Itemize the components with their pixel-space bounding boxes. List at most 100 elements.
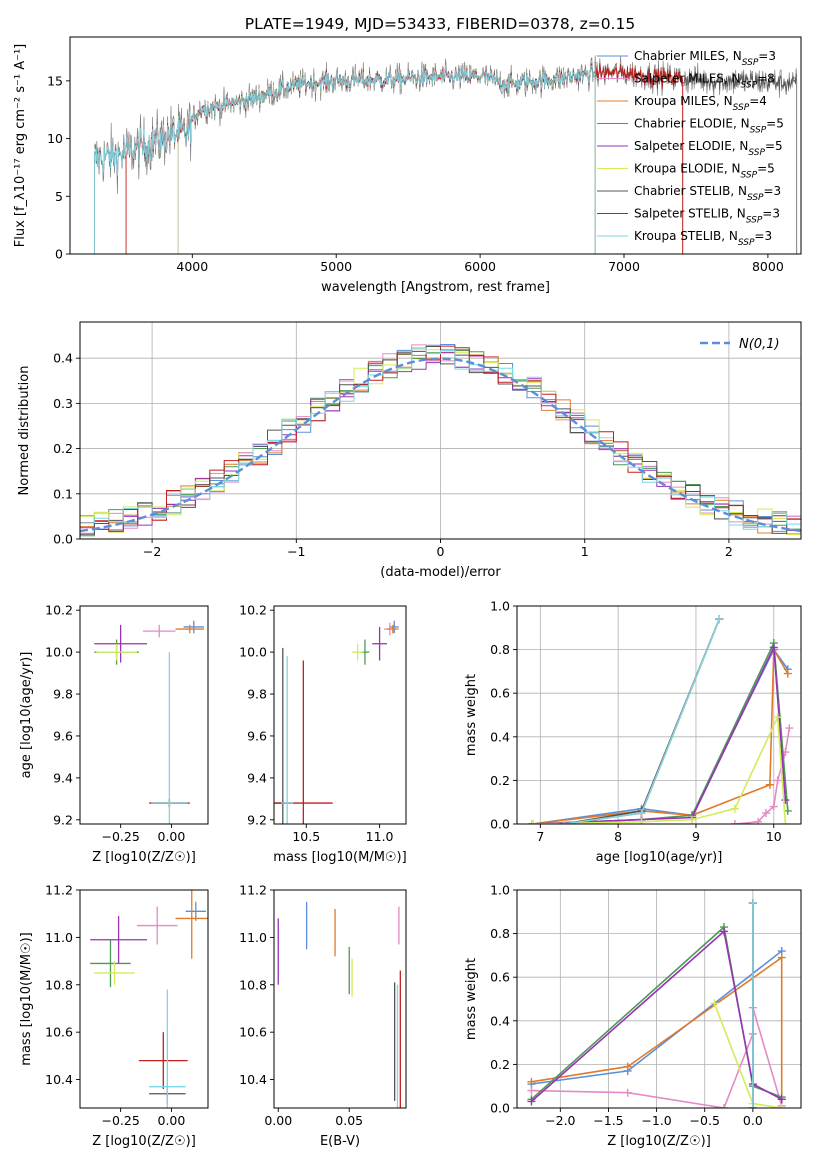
y-tick-label: 9.8 [247, 687, 267, 702]
x-axis-label: wavelength [Angstrom, rest frame] [321, 280, 550, 295]
y-tick-label: 9.2 [53, 812, 73, 827]
y-tick-label: 9.4 [247, 770, 267, 785]
legend-entry: Kroupa STELIB, NSSP=3 [634, 229, 772, 248]
data-point-marker [637, 809, 646, 818]
axes-frame [79, 605, 209, 825]
data-point-marker [783, 669, 792, 678]
errorbar-point [175, 624, 204, 634]
y-tick-label: 0 [55, 247, 63, 262]
data-point-marker [623, 1088, 632, 1097]
data-point-marker [773, 776, 782, 785]
errorbar-point [386, 624, 399, 634]
y-tick-label: 5 [55, 189, 63, 204]
x-tick-label: 11.0 [366, 829, 394, 844]
data-point-marker [527, 1077, 536, 1086]
spectrum-panel: 4000 5000 6000 7000 8000 0 5 10 15 wavelength [An… [13, 36, 802, 295]
y-tick-label: 11.0 [45, 930, 73, 945]
x-axis-label: age [log10(age/yr)] [596, 850, 723, 865]
subscript: SSP [738, 238, 755, 248]
subscript: SSP [733, 103, 750, 113]
y-tick-label: 0.4 [53, 351, 73, 366]
legend-entry: Salpeter MILES, NSSP=8 [634, 72, 775, 91]
errorbar-point [138, 1032, 188, 1090]
x-axis-label: E(B-V) [320, 1134, 360, 1149]
x-axis-label: Z [log10(Z/Z☉)] [607, 1134, 711, 1149]
y-tick-label: 0.1 [53, 486, 73, 501]
x-tick-label: 10.5 [292, 829, 320, 844]
data-point-marker [637, 817, 646, 824]
subscript: SSP [746, 216, 763, 226]
errorbar-point [90, 939, 131, 988]
data-point-marker [785, 724, 794, 733]
errorbar-point [96, 643, 137, 661]
axes-frame [69, 36, 802, 255]
errorbar-point [281, 656, 294, 824]
x-axis-label: (data-model)/error [380, 565, 501, 580]
x-tick-label: 8 [614, 829, 622, 844]
y-tick-label: 1.0 [490, 599, 510, 614]
y-tick-label: 0.8 [490, 926, 510, 941]
plot-area [94, 620, 204, 824]
weight-line-kroupa-miles [532, 646, 789, 824]
x-tick-label: −0.25 [101, 829, 139, 844]
data-point-marker [710, 999, 719, 1008]
data-point-marker [719, 1104, 728, 1108]
data-point-marker [748, 899, 757, 908]
plot-area [274, 620, 399, 824]
x-tick-label: 0.00 [264, 1113, 292, 1128]
plot-area [94, 55, 798, 254]
weight-line-kroupa-elodie [532, 714, 787, 824]
x-tick-label: −1.0 [641, 1113, 671, 1128]
model-line-kroupa-miles [125, 62, 684, 254]
y-tick-label: 1.0 [490, 883, 510, 898]
legend-entry: Kroupa ELODIE, NSSP=5 [634, 162, 775, 181]
legend-value: =3 [764, 184, 782, 198]
legend-value: =5 [765, 139, 783, 153]
errorbar-point [94, 624, 148, 663]
subscript: SSP [750, 126, 767, 136]
y-tick-label: 9.2 [247, 812, 267, 827]
y-axis-label: mass weight [464, 674, 479, 756]
y-tick-label: 0.8 [490, 642, 510, 657]
x-tick-label: 5000 [320, 259, 352, 274]
x-tick-label: −2 [143, 544, 161, 559]
subscript: SSP [747, 193, 764, 203]
x-tick-label: −0.25 [101, 1113, 139, 1128]
data-point-marker [730, 804, 739, 813]
data-point-marker [769, 643, 778, 652]
y-tick-label: 0.4 [490, 729, 510, 744]
model-line-chabrier-miles [125, 62, 684, 254]
x-tick-label: 1 [581, 544, 589, 559]
legend-value: =3 [754, 229, 772, 243]
errorbar-point [175, 890, 208, 959]
weight-line-salpeter-miles [531, 1007, 783, 1108]
x-tick-label: −1.5 [593, 1113, 623, 1128]
x-tick-label: 7000 [608, 259, 640, 274]
subscript: SSP [741, 81, 758, 91]
errorbar-point [372, 626, 387, 661]
y-tick-label: 10.0 [239, 645, 267, 660]
x-axis-label: Z [log10(Z/Z☉)] [92, 850, 196, 865]
x-tick-label: 0.00 [158, 1113, 186, 1128]
y-tick-label: 0.0 [490, 817, 510, 832]
mass-vs-ebv-panel: 0.00 0.05 10.4 10.6 10.8 11.0 11.2 E(B-V) [239, 883, 407, 1149]
y-axis-label: Normed distribution [17, 366, 32, 496]
x-tick-label: 0.0 [743, 1113, 763, 1128]
plot-area [90, 890, 208, 1108]
data-point-marker [777, 1104, 786, 1108]
subscript: SSP [748, 148, 765, 158]
data-point-marker [781, 820, 790, 824]
errorbar-point [136, 906, 178, 945]
legend-value: =5 [766, 117, 784, 131]
weight-line-chabrier-elodie [532, 640, 789, 824]
y-tick-label: 10.6 [45, 1025, 73, 1040]
y-tick-label: 11.0 [239, 930, 267, 945]
weight-line-salpeter-elodie [530, 929, 783, 1103]
subscript: SSP [741, 171, 758, 181]
data-point-marker [777, 1095, 786, 1104]
errorbar-point [351, 643, 364, 661]
y-tick-label: 10.6 [239, 1025, 267, 1040]
legend-entry: Chabrier STELIB, NSSP=3 [634, 184, 781, 203]
y-tick-label: 15 [47, 73, 63, 88]
y-tick-label: 11.2 [45, 883, 73, 898]
